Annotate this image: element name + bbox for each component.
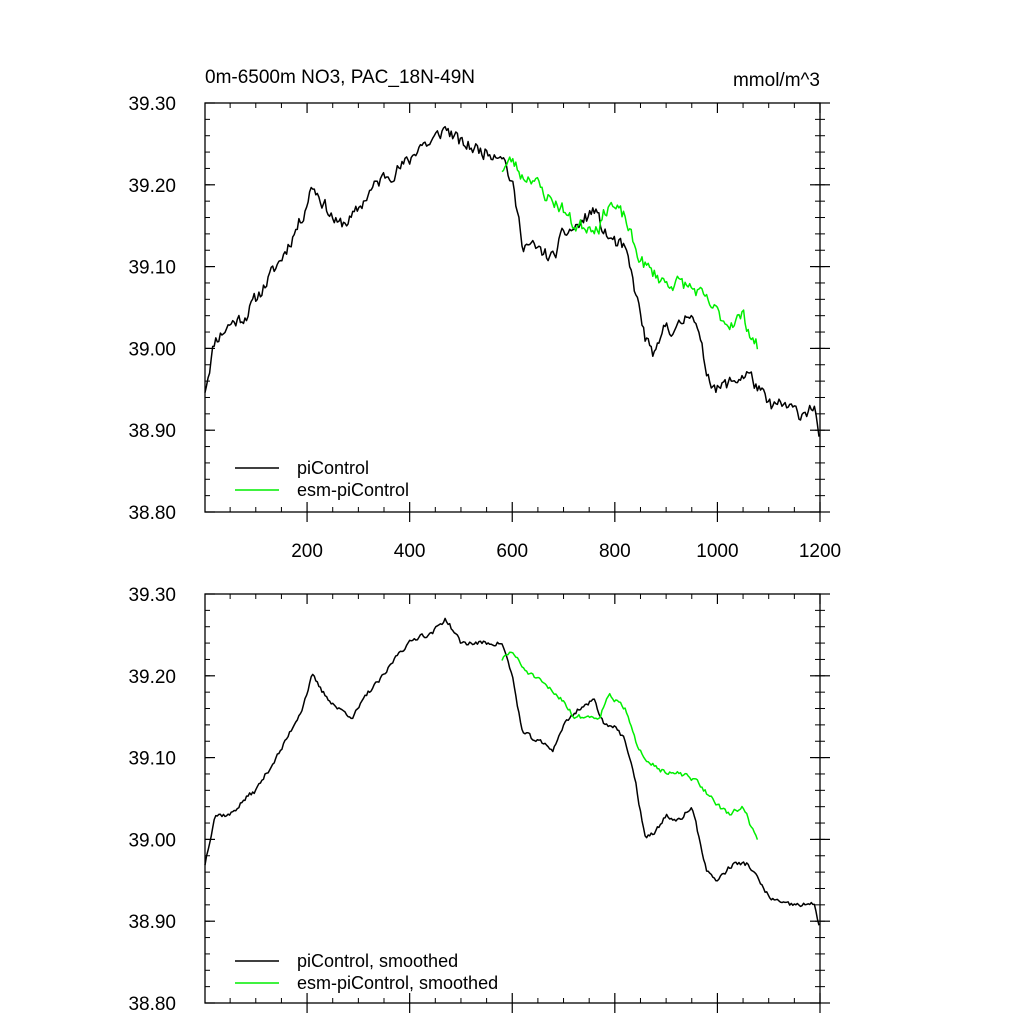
- y-tick-label: 38.80: [128, 503, 176, 524]
- series-line-esm-picontrol-smoothed: [501, 651, 759, 840]
- legend-label: piControl, smoothed: [297, 951, 458, 971]
- series-line-picontrol-smoothed: [204, 617, 820, 926]
- y-tick-label: 39.20: [128, 176, 176, 197]
- y-tick-label: 38.80: [128, 994, 176, 1015]
- units-label: mmol/m^3: [733, 70, 820, 91]
- x-tick-label: 1200: [799, 541, 841, 562]
- legend-label: esm-piControl, smoothed: [297, 973, 498, 993]
- y-tick-label: 39.20: [128, 667, 176, 688]
- y-tick-label: 39.00: [128, 339, 176, 360]
- legend-label: piControl: [297, 458, 369, 478]
- series-line-picontrol: [204, 125, 820, 437]
- y-tick-label: 39.00: [128, 830, 176, 851]
- series-line-esm-picontrol: [501, 156, 759, 350]
- y-tick-label: 38.90: [128, 421, 176, 442]
- x-tick-label: 600: [496, 541, 528, 562]
- x-tick-label: 200: [291, 541, 323, 562]
- y-tick-label: 39.30: [128, 585, 176, 606]
- legend-label: esm-piControl: [297, 480, 409, 500]
- panel-bottom-plot: 38.80 38.90 39.00 39.10 39.20 39.30 piControl,…: [128, 585, 830, 1015]
- y-tick-label: 39.10: [128, 258, 176, 279]
- x-tick-label: 1000: [696, 541, 738, 562]
- panel-title: 0m-6500m NO3, PAC_18N-49N: [205, 67, 475, 88]
- panel-top-plot: 38.80 38.90 39.00 39.10 39.20 39.30 200 400 600 8…: [128, 94, 841, 562]
- x-tick-label: 800: [599, 541, 631, 562]
- x-tick-label: 400: [394, 541, 426, 562]
- y-tick-label: 38.90: [128, 912, 176, 933]
- y-tick-label: 39.10: [128, 749, 176, 770]
- y-tick-label: 39.30: [128, 94, 176, 115]
